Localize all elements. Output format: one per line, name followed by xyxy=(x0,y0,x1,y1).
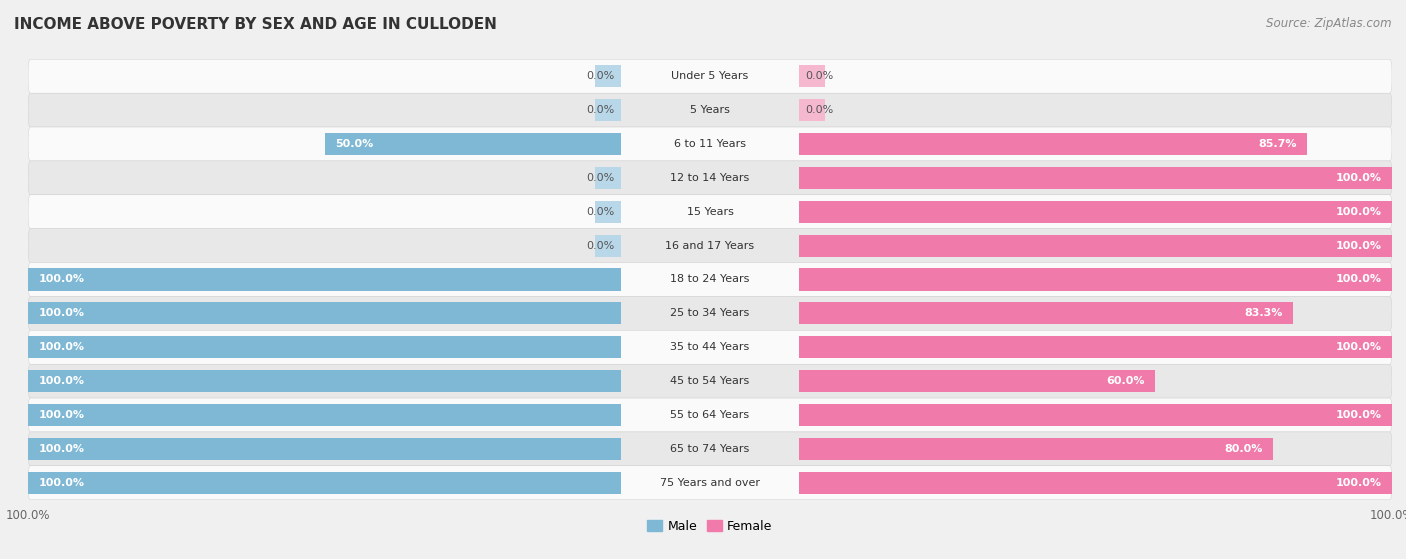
Bar xyxy=(28,404,621,426)
Bar xyxy=(799,65,825,87)
FancyBboxPatch shape xyxy=(28,466,1392,500)
Text: Under 5 Years: Under 5 Years xyxy=(672,71,748,81)
Text: 100.0%: 100.0% xyxy=(38,274,84,285)
Bar xyxy=(325,133,621,155)
FancyBboxPatch shape xyxy=(28,93,1392,127)
Bar xyxy=(595,65,621,87)
FancyBboxPatch shape xyxy=(28,195,1392,229)
Bar xyxy=(799,201,1392,222)
Bar xyxy=(799,337,1392,358)
Text: 45 to 54 Years: 45 to 54 Years xyxy=(671,376,749,386)
Text: 25 to 34 Years: 25 to 34 Years xyxy=(671,309,749,319)
FancyBboxPatch shape xyxy=(28,161,1392,195)
Text: 100.0%: 100.0% xyxy=(38,410,84,420)
Bar xyxy=(28,337,621,358)
FancyBboxPatch shape xyxy=(28,330,1392,364)
Text: 100.0%: 100.0% xyxy=(1336,173,1382,183)
Bar xyxy=(28,268,621,291)
FancyBboxPatch shape xyxy=(28,364,1392,398)
Bar xyxy=(28,302,621,324)
Text: 50.0%: 50.0% xyxy=(335,139,373,149)
FancyBboxPatch shape xyxy=(28,432,1392,466)
Text: 100.0%: 100.0% xyxy=(38,309,84,319)
Text: 100.0%: 100.0% xyxy=(1336,478,1382,488)
Text: 0.0%: 0.0% xyxy=(586,173,614,183)
Text: 100.0%: 100.0% xyxy=(38,478,84,488)
Bar xyxy=(595,99,621,121)
Text: INCOME ABOVE POVERTY BY SEX AND AGE IN CULLODEN: INCOME ABOVE POVERTY BY SEX AND AGE IN C… xyxy=(14,17,496,32)
Bar xyxy=(595,201,621,222)
Text: 15 Years: 15 Years xyxy=(686,207,734,217)
Bar xyxy=(799,133,1308,155)
Bar xyxy=(799,268,1392,291)
FancyBboxPatch shape xyxy=(28,127,1392,161)
Bar xyxy=(799,99,825,121)
Bar xyxy=(28,472,621,494)
Text: 100.0%: 100.0% xyxy=(1336,207,1382,217)
Text: 18 to 24 Years: 18 to 24 Years xyxy=(671,274,749,285)
Text: 0.0%: 0.0% xyxy=(586,71,614,81)
Text: 60.0%: 60.0% xyxy=(1107,376,1144,386)
Text: 55 to 64 Years: 55 to 64 Years xyxy=(671,410,749,420)
Text: 100.0%: 100.0% xyxy=(38,376,84,386)
Bar xyxy=(799,370,1154,392)
FancyBboxPatch shape xyxy=(28,263,1392,296)
FancyBboxPatch shape xyxy=(28,296,1392,330)
Text: 0.0%: 0.0% xyxy=(586,240,614,250)
Text: 100.0%: 100.0% xyxy=(38,342,84,352)
Bar xyxy=(799,404,1392,426)
Text: 100.0%: 100.0% xyxy=(1336,274,1382,285)
Text: 85.7%: 85.7% xyxy=(1258,139,1296,149)
Text: 83.3%: 83.3% xyxy=(1244,309,1282,319)
Text: 35 to 44 Years: 35 to 44 Years xyxy=(671,342,749,352)
Text: 65 to 74 Years: 65 to 74 Years xyxy=(671,444,749,454)
Text: 0.0%: 0.0% xyxy=(806,105,834,115)
Bar xyxy=(28,438,621,460)
Legend: Male, Female: Male, Female xyxy=(648,520,772,533)
Text: 6 to 11 Years: 6 to 11 Years xyxy=(673,139,747,149)
Text: 16 and 17 Years: 16 and 17 Years xyxy=(665,240,755,250)
Text: Source: ZipAtlas.com: Source: ZipAtlas.com xyxy=(1267,17,1392,30)
Bar xyxy=(799,167,1392,189)
Text: 75 Years and over: 75 Years and over xyxy=(659,478,761,488)
FancyBboxPatch shape xyxy=(28,229,1392,263)
Bar xyxy=(799,472,1392,494)
Text: 5 Years: 5 Years xyxy=(690,105,730,115)
FancyBboxPatch shape xyxy=(28,398,1392,432)
Bar xyxy=(799,235,1392,257)
Bar xyxy=(799,302,1294,324)
Bar xyxy=(595,167,621,189)
Text: 100.0%: 100.0% xyxy=(1336,410,1382,420)
Text: 100.0%: 100.0% xyxy=(1336,342,1382,352)
Text: 0.0%: 0.0% xyxy=(586,105,614,115)
Text: 80.0%: 80.0% xyxy=(1225,444,1263,454)
Text: 0.0%: 0.0% xyxy=(586,207,614,217)
Text: 100.0%: 100.0% xyxy=(38,444,84,454)
Bar xyxy=(28,370,621,392)
Text: 12 to 14 Years: 12 to 14 Years xyxy=(671,173,749,183)
Text: 100.0%: 100.0% xyxy=(1336,240,1382,250)
FancyBboxPatch shape xyxy=(28,59,1392,93)
Bar xyxy=(799,438,1274,460)
Bar xyxy=(595,235,621,257)
Text: 0.0%: 0.0% xyxy=(806,71,834,81)
